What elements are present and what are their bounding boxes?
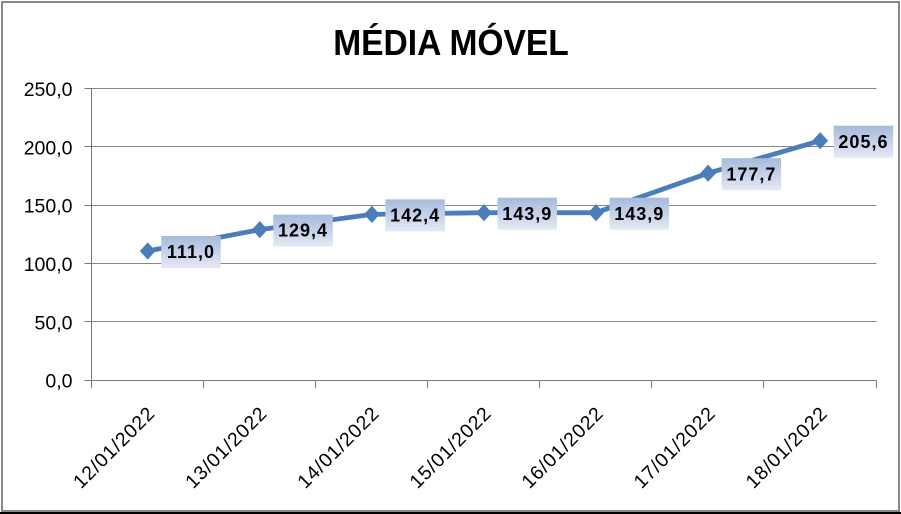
- svg-text:13/01/2022: 13/01/2022: [181, 402, 272, 493]
- svg-text:177,7: 177,7: [726, 164, 776, 184]
- svg-text:205,6: 205,6: [838, 132, 888, 152]
- svg-text:16/01/2022: 16/01/2022: [517, 402, 608, 493]
- svg-text:18/01/2022: 18/01/2022: [742, 402, 833, 493]
- svg-text:17/01/2022: 17/01/2022: [630, 402, 721, 493]
- svg-text:142,4: 142,4: [390, 206, 440, 226]
- svg-text:100,0: 100,0: [24, 254, 73, 276]
- svg-text:143,9: 143,9: [614, 204, 664, 224]
- svg-text:150,0: 150,0: [24, 196, 73, 218]
- svg-text:12/01/2022: 12/01/2022: [69, 402, 160, 493]
- svg-text:143,9: 143,9: [502, 204, 552, 224]
- svg-text:14/01/2022: 14/01/2022: [293, 402, 384, 493]
- svg-text:15/01/2022: 15/01/2022: [405, 402, 496, 493]
- svg-text:MÉDIA MÓVEL: MÉDIA MÓVEL: [333, 22, 569, 63]
- svg-text:129,4: 129,4: [278, 221, 328, 241]
- svg-text:0,0: 0,0: [45, 371, 72, 393]
- svg-text:50,0: 50,0: [35, 312, 73, 334]
- svg-text:200,0: 200,0: [24, 137, 73, 159]
- svg-text:250,0: 250,0: [24, 79, 73, 101]
- svg-text:111,0: 111,0: [167, 242, 215, 262]
